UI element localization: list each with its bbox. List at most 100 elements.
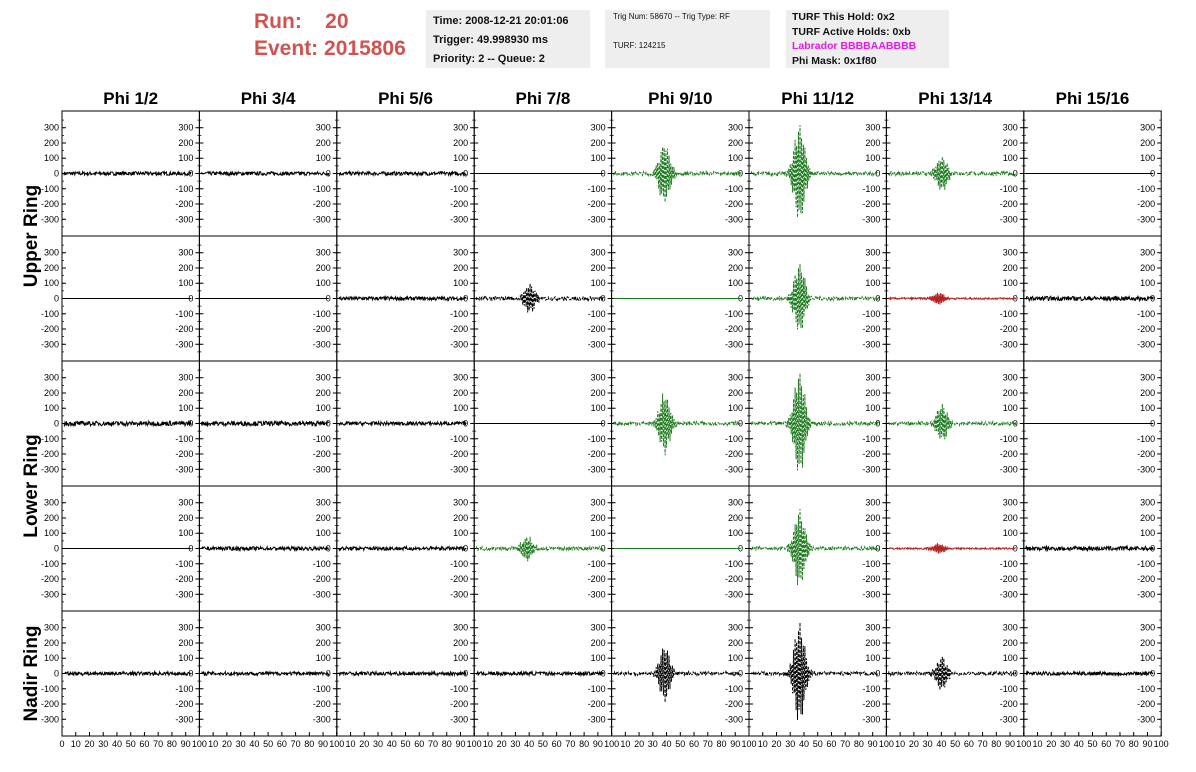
y-tick-label: 100 xyxy=(44,278,59,288)
y-tick-label: 200 xyxy=(44,388,59,398)
y-tick-label: -300 xyxy=(41,589,59,599)
y-tick-label: 300 xyxy=(316,123,331,133)
y-tick-label: 100 xyxy=(453,403,468,413)
y-tick-label: -300 xyxy=(450,214,468,224)
y-tick-label: 300 xyxy=(453,123,468,133)
y-tick-label: 0 xyxy=(54,169,59,179)
y-tick-label: 300 xyxy=(591,623,606,633)
y-tick-label: 200 xyxy=(728,138,743,148)
x-tick-label: 20 xyxy=(634,739,644,749)
y-tick-label: 200 xyxy=(865,638,880,648)
y-tick-label: -200 xyxy=(41,449,59,459)
y-tick-label: 200 xyxy=(178,638,193,648)
y-tick-label: -300 xyxy=(725,464,743,474)
x-tick-label: 20 xyxy=(222,739,232,749)
y-tick-label: 300 xyxy=(1003,123,1018,133)
y-tick-label: -100 xyxy=(725,559,743,569)
x-tick-label: 50 xyxy=(675,739,685,749)
y-tick-label: 100 xyxy=(865,528,880,538)
y-tick-label: 100 xyxy=(1003,528,1018,538)
y-tick-label: -300 xyxy=(862,339,880,349)
x-tick-label: 80 xyxy=(854,739,864,749)
column-header: Phi 3/4 xyxy=(241,89,296,108)
waveform-trace xyxy=(750,508,879,586)
y-tick-label: -300 xyxy=(862,714,880,724)
x-tick-label: 20 xyxy=(909,739,919,749)
waveform-trace xyxy=(750,622,879,720)
y-tick-label: 300 xyxy=(44,623,59,633)
y-tick-label: 100 xyxy=(865,403,880,413)
y-tick-label: 100 xyxy=(1003,653,1018,663)
y-tick-label: 300 xyxy=(865,373,880,383)
y-tick-label: 100 xyxy=(44,653,59,663)
y-tick-label: 100 xyxy=(316,403,331,413)
y-tick-label: 0 xyxy=(1013,169,1018,179)
waveform-trace xyxy=(887,656,1017,691)
y-tick-label: 200 xyxy=(1140,388,1155,398)
column-header: Phi 7/8 xyxy=(515,89,570,108)
waveform-trace xyxy=(338,669,467,678)
y-tick-label: 200 xyxy=(1003,263,1018,273)
x-tick-label: 80 xyxy=(717,739,727,749)
y-tick-label: 100 xyxy=(1003,278,1018,288)
y-tick-label: 200 xyxy=(1140,138,1155,148)
time-text: Time: 2008-12-21 20:01:06 xyxy=(433,15,569,27)
waveform-trace xyxy=(201,544,329,553)
y-tick-label: -300 xyxy=(1000,464,1018,474)
x-tick-label: 20 xyxy=(84,739,94,749)
y-tick-label: 300 xyxy=(178,373,193,383)
y-tick-label: 200 xyxy=(178,138,193,148)
y-tick-label: -100 xyxy=(588,309,606,319)
y-tick-label: 100 xyxy=(453,653,468,663)
turf-active-holds-text: TURF Active Holds: 0xb xyxy=(792,25,911,38)
y-tick-label: 0 xyxy=(326,669,331,679)
waveform-trace xyxy=(750,263,879,330)
y-tick-label: -300 xyxy=(862,464,880,474)
y-tick-label: -300 xyxy=(725,339,743,349)
y-tick-label: 200 xyxy=(591,138,606,148)
x-tick-label: 60 xyxy=(964,739,974,749)
y-tick-label: 300 xyxy=(44,373,59,383)
y-tick-label: 300 xyxy=(591,123,606,133)
x-tick-label: 0 xyxy=(59,739,64,749)
y-tick-label: -100 xyxy=(313,184,331,194)
y-tick-label: 200 xyxy=(44,138,59,148)
y-tick-label: -100 xyxy=(725,184,743,194)
event-label: Event: xyxy=(254,37,319,60)
labrador-text: Labrador BBBBAABBBB xyxy=(792,40,917,52)
y-tick-label: 0 xyxy=(738,669,743,679)
x-tick-label: 30 xyxy=(236,739,246,749)
y-tick-label: -200 xyxy=(588,324,606,334)
y-tick-label: 100 xyxy=(316,528,331,538)
y-tick-label: 200 xyxy=(1003,513,1018,523)
waveform-trace xyxy=(888,403,1017,440)
x-tick-label: 90 xyxy=(1005,739,1015,749)
y-tick-label: -100 xyxy=(862,559,880,569)
turf-info-panel: TURF This Hold: 0x2 TURF Active Holds: 0… xyxy=(786,10,949,68)
y-tick-label: 300 xyxy=(453,623,468,633)
x-tick-label: 60 xyxy=(689,739,699,749)
y-tick-label: -100 xyxy=(862,184,880,194)
ring-label: Nadir Ring xyxy=(21,625,42,721)
x-tick-label: 100 xyxy=(1154,739,1169,749)
waveform-trace xyxy=(1025,544,1154,553)
y-tick-label: 300 xyxy=(178,498,193,508)
y-tick-label: 200 xyxy=(1140,263,1155,273)
x-tick-label: 70 xyxy=(153,739,163,749)
y-tick-label: 300 xyxy=(44,498,59,508)
run-line: Run: 20 xyxy=(254,8,406,35)
x-tick-label: 60 xyxy=(1101,739,1111,749)
ring-label: Upper Ring xyxy=(21,185,42,287)
y-tick-label: 200 xyxy=(316,513,331,523)
waveform-trace xyxy=(338,419,467,428)
x-tick-label: 60 xyxy=(826,739,836,749)
y-tick-label: -300 xyxy=(175,589,193,599)
y-tick-label: 200 xyxy=(1140,513,1155,523)
waveform-trace xyxy=(63,419,192,428)
x-tick-label: 90 xyxy=(868,739,878,749)
y-tick-label: -100 xyxy=(1000,684,1018,694)
y-tick-label: 200 xyxy=(316,263,331,273)
x-tick-label: 80 xyxy=(442,739,452,749)
y-tick-label: -100 xyxy=(450,434,468,444)
y-tick-label: -300 xyxy=(588,589,606,599)
